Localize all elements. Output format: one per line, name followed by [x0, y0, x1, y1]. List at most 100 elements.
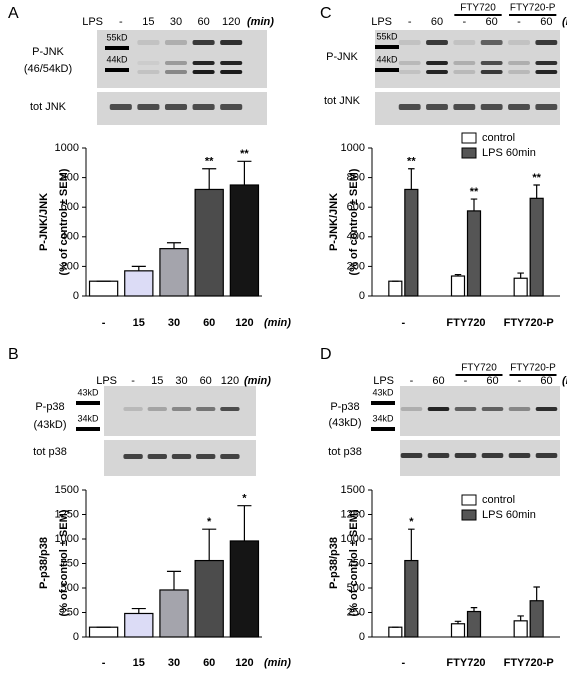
y-axis-label: (% of control ± SEM)	[348, 168, 360, 275]
significance: **	[240, 148, 249, 160]
blot-row-label: P-p38	[35, 401, 64, 413]
legend-swatch	[461, 494, 477, 506]
marker-label: 43kD	[77, 387, 99, 397]
bar	[88, 280, 119, 297]
blot-row-label: tot JNK	[30, 101, 67, 113]
marker-label: 55kD	[376, 31, 398, 41]
blot-band	[453, 40, 476, 45]
blot-image	[97, 30, 267, 88]
blot-band	[196, 454, 216, 459]
x-tick-label: FTY720	[446, 317, 485, 329]
blot-band	[481, 453, 504, 458]
bar	[388, 626, 403, 638]
blot-band	[171, 407, 192, 411]
y-tick-label: 400	[61, 231, 79, 243]
lane-label: -	[408, 16, 412, 28]
x-tick-label: 30	[168, 317, 180, 329]
blot-band	[171, 454, 192, 459]
error-bar	[131, 265, 146, 271]
x-tick-label: 15	[133, 657, 145, 669]
bar	[404, 559, 419, 638]
blot-band	[427, 407, 450, 411]
blot-image	[400, 386, 560, 436]
error-bar	[533, 586, 540, 601]
y-tick-label: 600	[347, 201, 365, 213]
marker-label: 44kD	[376, 54, 398, 64]
lane-label: 60	[200, 375, 212, 387]
bar	[513, 620, 528, 638]
marker-bar	[371, 401, 395, 405]
y-axis-label: (% of control ± SEM)	[58, 168, 70, 275]
x-tick-label: 120	[235, 657, 253, 669]
lane-label: -	[462, 16, 466, 28]
y-tick-label: 200	[347, 260, 365, 272]
y-tick-label: 1250	[341, 508, 365, 520]
marker-label: 55kD	[106, 32, 128, 42]
blot-band	[137, 104, 160, 110]
lane-label: 60	[540, 375, 552, 387]
blot-band	[192, 40, 215, 45]
y-axis-label: P-p38/p38	[38, 537, 50, 589]
treatment-label: LPS	[371, 16, 392, 28]
marker-bar	[76, 401, 100, 405]
blot-image	[400, 440, 560, 476]
error-bar	[237, 160, 252, 185]
bar	[388, 280, 403, 297]
y-tick-label: 750	[347, 557, 365, 569]
y-tick-label: 250	[347, 606, 365, 618]
error-bar	[517, 615, 524, 621]
x-unit: (min)	[264, 657, 291, 669]
blot-row-note: (43kD)	[33, 419, 66, 431]
x-unit: (min)	[264, 317, 291, 329]
lane-label: -	[410, 375, 414, 387]
blot-band	[220, 61, 243, 65]
x-tick-label: -	[102, 317, 106, 329]
group-label: FTY720-P	[510, 3, 556, 14]
error-bar	[533, 184, 540, 199]
legend-swatch	[461, 132, 477, 144]
bar	[159, 589, 189, 638]
bar	[450, 623, 466, 638]
error-bar	[131, 607, 146, 614]
blot-row-label: tot p38	[33, 446, 67, 458]
x-tick-label: FTY720-P	[504, 657, 554, 669]
error-bar	[202, 528, 217, 561]
lane-label: -	[119, 16, 123, 28]
blot-band	[480, 40, 503, 45]
blot-band	[398, 104, 421, 110]
blot-band	[508, 40, 530, 45]
blot-row-label: P-JNK	[32, 46, 64, 58]
group-label: FTY720	[460, 3, 496, 14]
blot-band	[398, 61, 421, 65]
unit-label: (min)	[562, 16, 567, 28]
marker-bar	[76, 427, 100, 431]
blot-band	[535, 104, 558, 110]
y-tick-label: 1250	[55, 508, 79, 520]
legend-label: LPS 60min	[482, 509, 536, 521]
significance: **	[470, 186, 479, 198]
lane-label: 120	[222, 16, 240, 28]
lane-label: 15	[151, 375, 163, 387]
y-tick-label: 200	[61, 260, 79, 272]
legend-label: LPS 60min	[482, 147, 536, 159]
blot-band	[508, 61, 530, 65]
lane-label: -	[131, 375, 135, 387]
x-tick-label: 15	[133, 317, 145, 329]
blot-row-label: tot p38	[328, 446, 362, 458]
error-bar	[470, 198, 478, 211]
bar	[466, 210, 482, 297]
blot-band	[480, 104, 503, 110]
blot-band	[426, 104, 448, 110]
bar	[529, 600, 544, 638]
group-label: FTY720	[461, 363, 497, 374]
error-bar	[166, 242, 182, 249]
blot-band	[453, 70, 476, 74]
legend-label: control	[482, 494, 515, 506]
y-tick-label: 800	[347, 172, 365, 184]
error-bar	[454, 273, 462, 277]
blot-band	[192, 104, 215, 110]
legend-label: control	[482, 132, 515, 144]
y-tick-label: 0	[73, 631, 79, 643]
x-tick-label: 60	[203, 657, 215, 669]
marker-bar	[371, 427, 395, 431]
